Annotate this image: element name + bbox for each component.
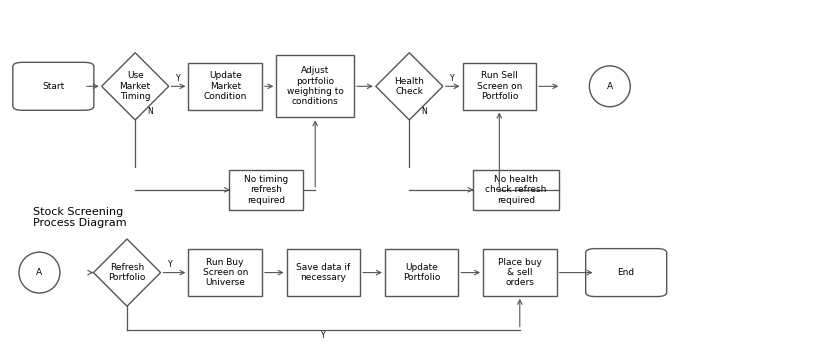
Bar	[473, 170, 559, 210]
FancyBboxPatch shape	[585, 249, 666, 297]
Polygon shape	[102, 53, 169, 120]
Text: Refresh
Portfolio: Refresh Portfolio	[109, 263, 145, 282]
Text: Stock Screening
Process Diagram: Stock Screening Process Diagram	[33, 207, 127, 228]
Bar	[189, 63, 262, 109]
Text: Run Sell
Screen on
Portfolio: Run Sell Screen on Portfolio	[477, 71, 522, 101]
Text: Update
Market
Condition: Update Market Condition	[204, 71, 247, 101]
Text: Y: Y	[168, 260, 173, 270]
Text: Health
Check: Health Check	[394, 77, 424, 96]
Text: Y: Y	[321, 331, 326, 340]
Text: A: A	[607, 82, 613, 91]
Text: No timing
refresh
required: No timing refresh required	[244, 175, 288, 205]
Ellipse shape	[19, 252, 60, 293]
Bar	[276, 55, 354, 117]
Text: Y: Y	[450, 74, 455, 83]
Bar	[189, 249, 262, 296]
Polygon shape	[94, 239, 160, 306]
Text: Update
Portfolio: Update Portfolio	[403, 263, 440, 282]
Text: A: A	[37, 268, 43, 277]
Text: End: End	[618, 268, 635, 277]
Text: Save data if
necessary: Save data if necessary	[296, 263, 351, 282]
Text: Use
Market
Timing: Use Market Timing	[119, 71, 151, 101]
Text: Adjust
portfolio
weighting to
conditions: Adjust portfolio weighting to conditions	[286, 66, 344, 106]
Bar	[463, 63, 536, 109]
FancyBboxPatch shape	[13, 62, 94, 110]
Bar	[286, 249, 360, 296]
Text: Y: Y	[176, 74, 181, 83]
Bar	[230, 170, 303, 210]
Text: Start: Start	[43, 82, 64, 91]
Bar	[385, 249, 458, 296]
Text: N: N	[147, 107, 153, 116]
Ellipse shape	[590, 66, 630, 107]
Text: Run Buy
Screen on
Universe: Run Buy Screen on Universe	[203, 258, 248, 288]
Polygon shape	[376, 53, 443, 120]
Bar	[483, 249, 557, 296]
Text: N: N	[421, 107, 427, 116]
Text: Place buy
& sell
orders: Place buy & sell orders	[498, 258, 542, 288]
Text: No health
check refresh
required: No health check refresh required	[485, 175, 546, 205]
